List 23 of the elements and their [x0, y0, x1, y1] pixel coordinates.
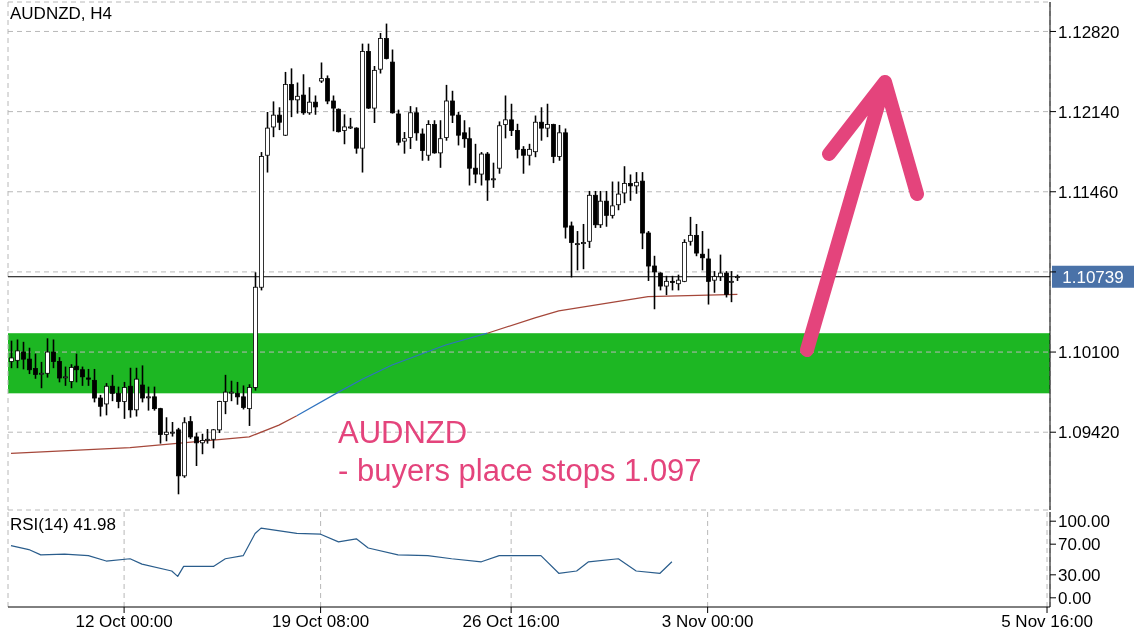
x-tick-label: 19 Oct 08:00	[271, 612, 370, 632]
line-series	[296, 332, 488, 417]
x-tick-label: 3 Nov 00:00	[661, 612, 754, 632]
y-tick-label: 30.00	[1058, 565, 1101, 585]
y-tick-label: 1.11460	[1058, 182, 1119, 202]
y-tick-label: 100.00	[1058, 512, 1110, 532]
line-series	[486, 293, 738, 334]
annotation: AUDNZD	[338, 415, 468, 451]
x-tick-label: 5 Nov 16:00	[1001, 612, 1093, 632]
candlestick	[700, 231, 705, 271]
y-tick-label: 70.00	[1058, 535, 1101, 555]
y-tick-label: 1.09420	[1058, 423, 1120, 443]
ref-line-label: 1.10739	[1062, 267, 1124, 287]
chart-title: RSI(14) 41.98	[10, 515, 116, 535]
x-tick-label: 12 Oct 00:00	[75, 612, 173, 632]
y-tick-label: 1.12140	[1058, 102, 1120, 122]
line-series	[10, 415, 298, 455]
chart-title: AUDNZD, H4	[10, 4, 113, 24]
annotation: - buyers place stops 1.097	[338, 453, 702, 489]
x-tick-label: 26 Oct 16:00	[462, 612, 560, 632]
y-tick-label: 1.12820	[1058, 22, 1120, 42]
y-tick-label: 1.10100	[1058, 343, 1120, 363]
y-tick-label: 0.00	[1058, 588, 1092, 608]
